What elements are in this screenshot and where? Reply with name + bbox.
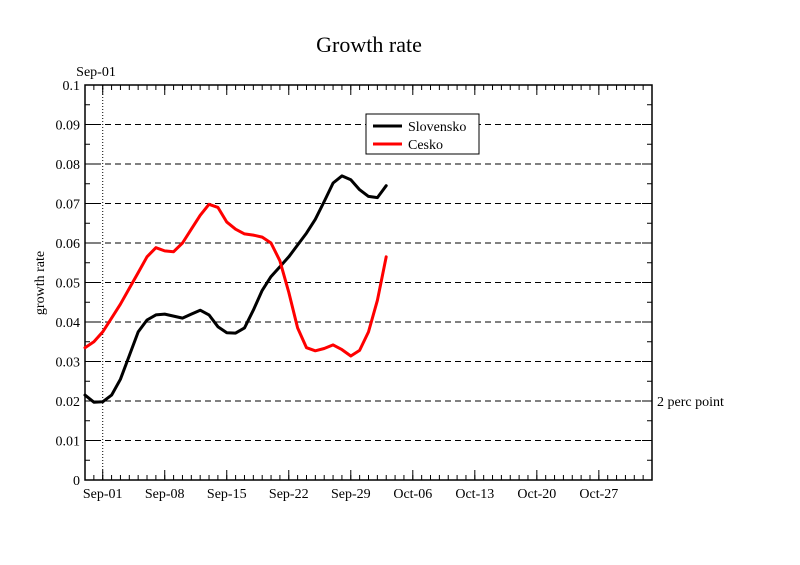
x-tick-label: Sep-08	[145, 487, 185, 502]
x-tick-label: Oct-06	[393, 487, 432, 502]
x-tick-label: Oct-13	[455, 487, 494, 502]
legend-label-cesko: Cesko	[408, 138, 443, 153]
y-tick-label: 0.08	[56, 158, 81, 173]
x-tick-label: Oct-20	[517, 487, 556, 502]
y-tick-label: 0	[73, 474, 80, 489]
y-tick-label: 0.03	[56, 356, 81, 371]
axes: 0 0.01 0.02 0.03 0.04 0.05 0.06 0.07 0.08 0.09 0.1…	[56, 79, 653, 502]
y-tick-label: 0.1	[63, 79, 81, 94]
y-tick-label: 0.05	[56, 277, 81, 292]
annotation-2-perc-point: 2 perc point	[657, 395, 724, 410]
y-tick-label: 0.06	[56, 237, 81, 252]
y-tick-label: 0.07	[56, 198, 81, 213]
x-tick-label: Sep-29	[331, 487, 371, 502]
series-lines	[83, 174, 388, 404]
x-tick-label: Sep-22	[269, 487, 309, 502]
y-tick-label: 0.02	[56, 395, 81, 410]
legend-label-slovensko: Slovensko	[408, 120, 466, 135]
y-tick-label: 0.09	[56, 119, 81, 134]
y-tick-label: 0.01	[56, 435, 81, 450]
legend: Slovensko Cesko	[365, 113, 480, 155]
y-axis-label: growth rate	[33, 251, 48, 315]
series-line-cesko	[83, 202, 388, 358]
top-marker-label: Sep-01	[76, 65, 116, 80]
x-tick-label: Oct-27	[579, 487, 618, 502]
legend-box	[365, 113, 480, 155]
x-tick-label: Sep-01	[83, 487, 123, 502]
x-tick-label: Sep-15	[207, 487, 247, 502]
series-line-slovensko	[83, 174, 388, 404]
chart-title: Growth rate	[316, 32, 422, 57]
y-tick-label: 0.04	[56, 316, 81, 331]
